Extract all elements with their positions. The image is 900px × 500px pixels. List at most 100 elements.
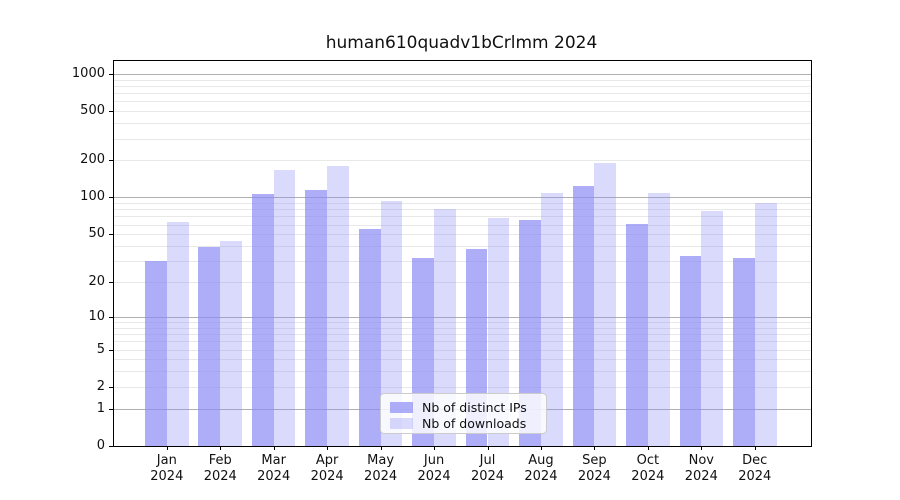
- x-label-aug: Aug 2024: [501, 453, 581, 485]
- y-tick-500: [109, 111, 113, 113]
- gridline-y-90: [114, 203, 811, 205]
- x-tick-apr: [327, 446, 329, 450]
- x-label-month-may: May: [367, 453, 395, 468]
- x-tick-nov: [701, 446, 703, 450]
- plot-area: [113, 60, 812, 447]
- legend-swatch-distinct-ips-icon: [390, 401, 413, 413]
- chart-title: human610quadv1bCrlmm 2024: [325, 33, 598, 53]
- x-label-dec: Dec 2024: [715, 453, 795, 485]
- bar-downloads-apr: [327, 166, 349, 446]
- x-label-year-nov: 2024: [684, 469, 718, 484]
- gridline-y-300: [114, 138, 811, 140]
- x-tick-sep: [594, 446, 596, 450]
- y-tick-5: [109, 349, 113, 351]
- x-label-month-aug: Aug: [528, 453, 554, 468]
- x-label-month-jun: Jun: [423, 453, 445, 468]
- bar-distinct-ips-apr: [305, 190, 328, 446]
- x-label-month-sep: Sep: [582, 453, 607, 468]
- legend-label-downloads: Nb of downloads: [422, 415, 527, 431]
- gridline-y-100: [114, 197, 811, 199]
- x-label-feb: Feb 2024: [180, 453, 260, 485]
- x-label-year-aug: 2024: [524, 469, 558, 484]
- bar-distinct-ips-sep: [572, 185, 595, 446]
- y-tick-20: [109, 282, 113, 284]
- gridline-y-20: [114, 282, 811, 284]
- y-tick-2: [109, 386, 113, 388]
- gridline-y-2: [114, 386, 811, 388]
- y-tick-label-1: 1: [96, 400, 105, 416]
- bar-downloads-nov: [701, 211, 724, 446]
- gridline-y-50: [114, 234, 811, 236]
- x-label-year-oct: 2024: [631, 469, 665, 484]
- gridline-y-500: [114, 111, 811, 113]
- x-label-oct: Oct 2024: [608, 453, 688, 485]
- x-label-mar: Mar 2024: [234, 453, 314, 485]
- x-label-year-mar: 2024: [257, 469, 291, 484]
- x-label-month-oct: Oct: [636, 453, 660, 468]
- x-label-month-feb: Feb: [208, 453, 232, 468]
- gridline-y-400: [114, 123, 811, 125]
- x-tick-aug: [540, 446, 542, 450]
- x-label-may: May 2024: [341, 453, 421, 485]
- gridline-y-40: [114, 246, 811, 247]
- gridline-y-9: [114, 322, 811, 323]
- gridline-y-7: [114, 334, 811, 336]
- bar-downloads-oct: [647, 192, 670, 446]
- legend-item-downloads: Nb of downloads: [390, 415, 537, 431]
- gridline-y-80: [114, 209, 811, 211]
- y-tick-label-200: 200: [80, 152, 105, 168]
- x-tick-dec: [754, 446, 756, 450]
- gridline-y-700: [114, 93, 811, 95]
- x-label-nov: Nov 2024: [661, 453, 741, 485]
- legend-label-distinct-ips: Nb of distinct IPs: [422, 399, 527, 415]
- bar-downloads-sep: [594, 163, 617, 446]
- x-tick-jul: [487, 446, 489, 450]
- gridline-y-600: [114, 101, 811, 103]
- gridline-y-3: [114, 371, 811, 373]
- y-tick-100: [109, 197, 113, 199]
- x-label-year-feb: 2024: [203, 469, 237, 484]
- x-label-month-apr: Apr: [315, 453, 339, 468]
- bar-distinct-ips-aug: [519, 219, 541, 446]
- x-label-month-jan: Jan: [156, 453, 177, 468]
- x-label-month-dec: Dec: [742, 453, 768, 468]
- bar-downloads-dec: [754, 202, 777, 446]
- x-label-jun: Jun 2024: [394, 453, 474, 485]
- y-tick-label-5: 5: [96, 341, 105, 357]
- x-tick-jun: [434, 446, 436, 450]
- x-label-year-dec: 2024: [738, 469, 772, 484]
- x-tick-oct: [647, 446, 649, 450]
- gridline-y-10: [114, 316, 811, 318]
- gridline-y-1000: [114, 73, 811, 75]
- bar-downloads-mar: [273, 170, 296, 446]
- x-tick-mar: [273, 446, 275, 450]
- gridline-y-200: [114, 160, 811, 162]
- y-tick-label-1000: 1000: [71, 65, 105, 81]
- x-tick-jan: [166, 446, 168, 450]
- gridline-y-4: [114, 359, 811, 361]
- x-label-year-sep: 2024: [577, 469, 611, 484]
- x-label-jan: Jan 2024: [127, 453, 207, 485]
- bar-distinct-ips-dec: [732, 257, 755, 446]
- x-label-month-mar: Mar: [261, 453, 286, 468]
- bar-downloads-jun: [434, 208, 456, 446]
- legend: Nb of distinct IPs Nb of downloads: [380, 393, 547, 434]
- bar-downloads-aug: [540, 193, 563, 446]
- y-tick-200: [109, 160, 113, 162]
- bar-distinct-ips-may: [358, 229, 381, 446]
- gridline-y-6: [114, 341, 811, 343]
- y-tick-10: [109, 316, 113, 318]
- x-label-year-jul: 2024: [470, 469, 505, 484]
- x-label-year-jun: 2024: [417, 469, 451, 484]
- x-label-jul: Jul 2024: [448, 453, 528, 485]
- y-tick-label-500: 500: [80, 103, 105, 119]
- gridline-y-30: [114, 261, 811, 263]
- x-tick-feb: [220, 446, 222, 450]
- x-tick-may: [380, 446, 382, 450]
- gridline-y-5: [114, 349, 811, 351]
- gridline-y-60: [114, 224, 811, 226]
- x-label-month-nov: Nov: [688, 453, 714, 468]
- x-label-sep: Sep 2024: [554, 453, 634, 485]
- x-label-year-jan: 2024: [150, 469, 184, 484]
- gridline-y-8: [114, 327, 811, 329]
